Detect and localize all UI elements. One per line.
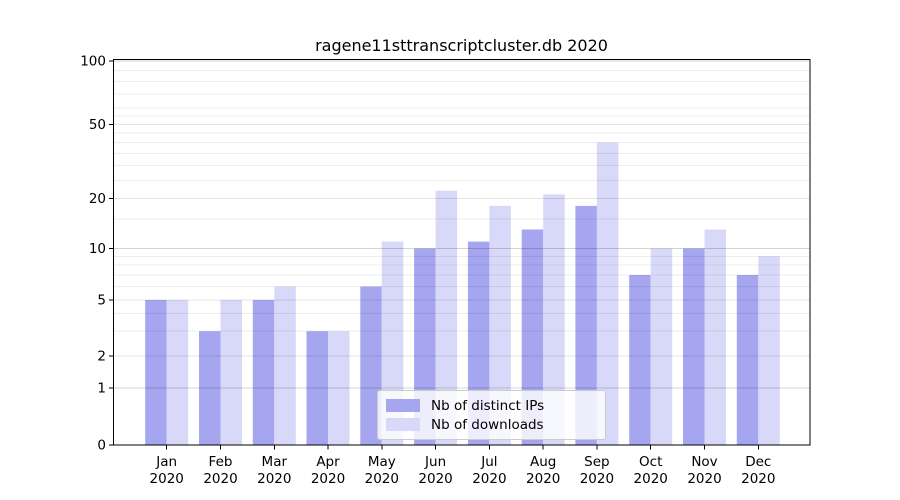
x-tick-label-year: 2020 <box>580 471 614 487</box>
bar-may-distinct-ips <box>360 286 382 445</box>
x-tick-label-month: Mar <box>262 454 288 470</box>
x-tick-label-month: Oct <box>639 454 662 470</box>
x-tick-label-month: Jul <box>480 454 497 470</box>
bar-apr-downloads <box>328 331 350 445</box>
bar-sep-distinct-ips <box>575 205 597 445</box>
y-tick-label: 10 <box>89 241 106 257</box>
bar-oct-distinct-ips <box>629 275 651 445</box>
bar-dec-downloads <box>758 256 780 445</box>
bar-apr-distinct-ips <box>306 331 328 445</box>
x-tick-label-year: 2020 <box>687 471 721 487</box>
x-tick-label-month: Jun <box>424 454 446 470</box>
x-tick-label-month: Feb <box>209 454 233 470</box>
tick-labels-layer: 0125102050100Jan2020Feb2020Mar2020Apr202… <box>80 54 775 488</box>
y-tick-label: 2 <box>97 349 106 365</box>
plot-border <box>113 59 811 446</box>
bar-dec-distinct-ips <box>736 275 759 445</box>
y-tick-label: 20 <box>89 191 106 207</box>
x-tick-label-year: 2020 <box>257 471 291 487</box>
x-tick-label-year: 2020 <box>472 471 506 487</box>
bar-feb-distinct-ips <box>199 331 221 445</box>
axis-layer <box>109 59 811 450</box>
gridlines-layer <box>113 60 810 389</box>
bar-jan-distinct-ips <box>145 300 167 445</box>
x-tick-label-month: Apr <box>316 454 340 470</box>
x-tick-label-month: Sep <box>584 454 609 470</box>
bar-oct-downloads <box>650 248 673 445</box>
bar-aug-downloads <box>543 194 565 445</box>
x-tick-label-year: 2020 <box>311 471 345 487</box>
y-tick-label: 50 <box>89 117 106 133</box>
y-tick-label: 5 <box>97 293 106 309</box>
legend-swatch-distinct-ips <box>386 399 420 412</box>
x-tick-label-month: May <box>368 454 396 470</box>
legend-label-downloads: Nb of downloads <box>431 416 544 433</box>
legend-label-distinct-ips: Nb of distinct IPs <box>431 397 545 414</box>
x-tick-label-year: 2020 <box>365 471 399 487</box>
x-tick-label-month: Nov <box>691 454 717 470</box>
chart-title: ragene11sttranscriptcluster.db 2020 <box>315 36 608 55</box>
legend-item-downloads: Nb of downloads <box>386 415 597 434</box>
bar-mar-downloads <box>274 286 296 445</box>
x-tick-label-month: Aug <box>530 454 556 470</box>
y-tick-label: 100 <box>80 54 106 70</box>
bar-jan-downloads <box>166 300 189 445</box>
bar-mar-distinct-ips <box>252 300 275 445</box>
bar-jun-downloads <box>435 190 458 445</box>
bar-sep-downloads <box>596 142 619 445</box>
bar-nov-downloads <box>704 229 726 445</box>
x-tick-label-year: 2020 <box>526 471 560 487</box>
x-tick-label-year: 2020 <box>741 471 775 487</box>
x-tick-label-year: 2020 <box>150 471 184 487</box>
legend-item-distinct-ips: Nb of distinct IPs <box>386 396 597 415</box>
bar-nov-distinct-ips <box>683 248 705 445</box>
bar-jul-downloads <box>489 205 511 445</box>
bar-feb-downloads <box>220 300 242 445</box>
x-tick-label-month: Dec <box>745 454 771 470</box>
y-tick-label: 1 <box>97 381 106 397</box>
x-tick-label-year: 2020 <box>418 471 452 487</box>
legend: Nb of distinct IPs Nb of downloads <box>377 390 606 440</box>
x-tick-label-month: Jan <box>155 454 177 470</box>
x-tick-label-year: 2020 <box>634 471 668 487</box>
legend-swatch-downloads <box>386 418 420 431</box>
y-tick-label: 0 <box>97 438 106 454</box>
x-tick-label-year: 2020 <box>203 471 237 487</box>
